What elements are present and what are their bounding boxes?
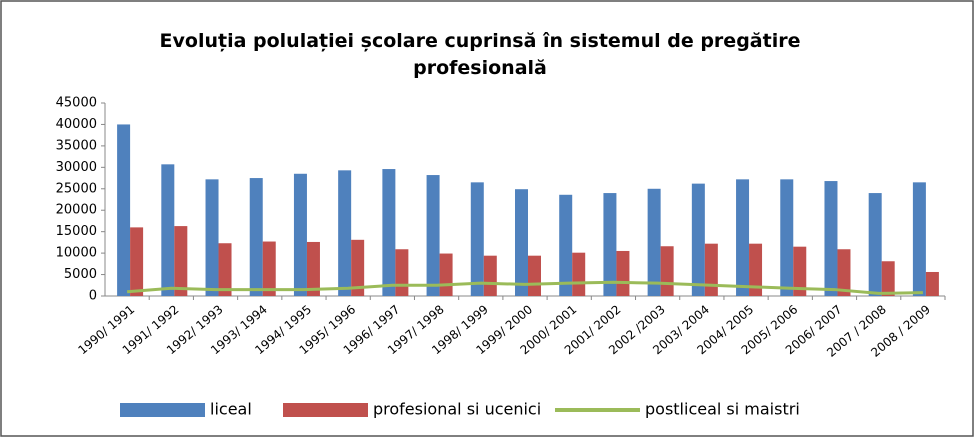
bar	[515, 189, 528, 296]
y-tick-label: 40000	[56, 117, 97, 132]
bar	[881, 261, 895, 296]
bar	[780, 179, 794, 296]
bar	[603, 193, 617, 296]
legend-label: profesional si ucenici	[373, 400, 541, 419]
bar	[837, 249, 851, 296]
bar	[174, 226, 188, 296]
bar	[218, 243, 232, 296]
bar	[824, 181, 838, 296]
bar	[262, 241, 276, 296]
y-tick-label: 20000	[56, 203, 97, 218]
legend-label: liceal	[210, 400, 252, 419]
legend-swatch	[283, 403, 368, 417]
bar	[528, 255, 541, 296]
y-tick-label: 15000	[56, 224, 97, 239]
bar	[704, 243, 718, 296]
bar	[572, 252, 586, 296]
y-tick-label: 30000	[56, 160, 97, 175]
bar	[559, 194, 573, 296]
bar	[483, 255, 497, 296]
bar	[616, 250, 630, 296]
y-tick-label: 25000	[56, 181, 97, 196]
bar	[306, 241, 320, 296]
bar	[691, 183, 705, 296]
bar	[736, 179, 750, 296]
bar	[117, 124, 131, 296]
bar	[395, 249, 409, 296]
y-tick-label: 45000	[56, 96, 97, 111]
y-tick-label: 35000	[56, 138, 97, 153]
bar	[749, 243, 763, 296]
line-series	[126, 280, 923, 295]
bar	[351, 239, 365, 296]
bar	[660, 246, 674, 296]
bar	[249, 178, 263, 296]
bar	[426, 175, 440, 296]
y-tick-label: 0	[89, 289, 97, 304]
bar	[925, 271, 939, 296]
y-tick-label: 10000	[56, 246, 97, 261]
bar	[439, 253, 453, 296]
bar	[338, 170, 352, 296]
bar	[470, 182, 484, 296]
legend-label: postliceal si maistri	[645, 400, 800, 419]
legend-swatch	[120, 403, 205, 417]
bar	[647, 188, 661, 296]
bar	[382, 169, 396, 296]
bar	[205, 179, 219, 296]
bar	[130, 227, 144, 296]
bar	[293, 173, 307, 296]
bar	[161, 164, 175, 296]
bar	[793, 246, 807, 296]
bar	[912, 182, 926, 296]
y-tick-label: 5000	[64, 267, 97, 282]
chart-title: Evoluția polulației școlare cuprinsă în …	[159, 30, 801, 79]
bar	[868, 193, 882, 296]
